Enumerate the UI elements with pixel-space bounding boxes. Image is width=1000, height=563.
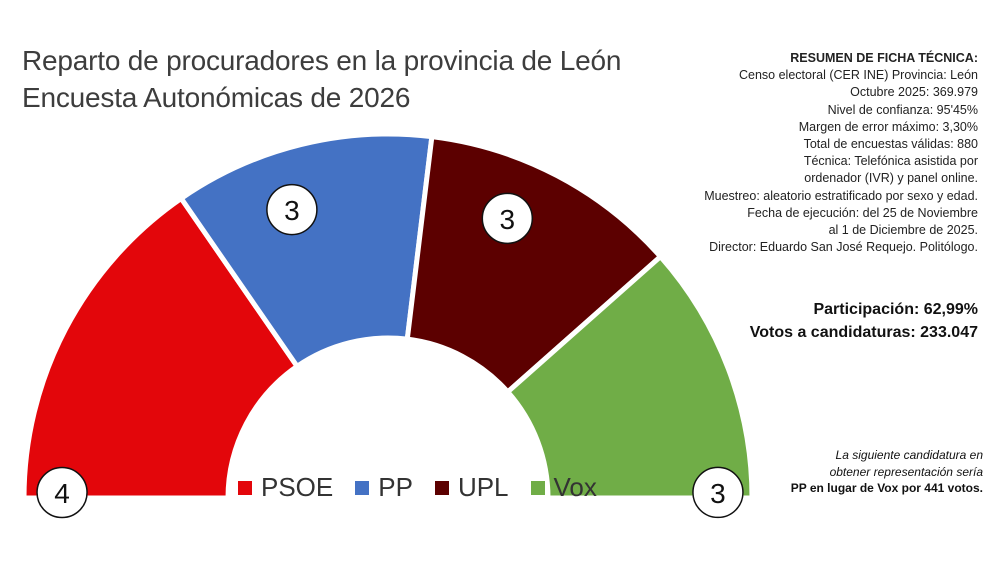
technical-sheet-line: Margen de error máximo: 3,30% bbox=[798, 119, 978, 134]
participation-text: Participación: 62,99% bbox=[813, 301, 978, 318]
technical-sheet-line: Censo electoral (CER INE) Provincia: Leó… bbox=[739, 68, 978, 83]
legend-label: UPL bbox=[457, 472, 509, 502]
legend-label: Vox bbox=[553, 472, 597, 502]
legend-swatch bbox=[355, 480, 370, 495]
seat-badge-pp: 3 bbox=[266, 183, 318, 236]
legend-swatch bbox=[530, 480, 545, 495]
technical-sheet-line: ordenador (IVR) y panel online. bbox=[804, 171, 978, 186]
chart-subtitle: Encuesta Autonómicas de 2026 bbox=[22, 82, 411, 113]
seat-segment-psoe bbox=[21, 194, 301, 501]
legend-item-pp: PP bbox=[355, 472, 413, 503]
seat-badge-vox: 3 bbox=[692, 466, 744, 519]
totals-block: Participación: 62,99% Votos a candidatur… bbox=[750, 298, 978, 344]
next-seat-note-line3: PP en lugar de Vox por 441 votos. bbox=[790, 481, 983, 495]
seat-count-label: 3 bbox=[284, 195, 300, 226]
seat-badge-upl: 3 bbox=[481, 192, 534, 245]
chart-legend: PSOE PP UPL Vox bbox=[238, 472, 597, 503]
technical-sheet-line: al 1 de Diciembre de 2025. bbox=[828, 223, 978, 238]
seat-count-label: 4 bbox=[54, 478, 70, 509]
next-seat-note-line1: La siguiente candidatura en bbox=[835, 448, 983, 462]
seat-badge-psoe: 4 bbox=[36, 466, 88, 519]
legend-item-upl: UPL bbox=[434, 472, 509, 503]
technical-sheet: RESUMEN DE FICHA TÉCNICA: Censo electora… bbox=[658, 50, 978, 256]
legend-swatch bbox=[434, 480, 449, 495]
next-seat-note-line2: obtener representación sería bbox=[829, 464, 983, 479]
seat-badge-circle bbox=[481, 192, 534, 245]
seat-segment-upl bbox=[404, 133, 664, 396]
legend-item-psoe: PSOE bbox=[238, 472, 333, 503]
legend-swatch bbox=[238, 480, 252, 495]
seat-count-label: 3 bbox=[710, 478, 726, 509]
seat-count-label: 3 bbox=[500, 204, 516, 235]
legend-label: PSOE bbox=[261, 472, 334, 502]
technical-sheet-line: Director: Eduardo San José Requejo. Poli… bbox=[709, 240, 978, 255]
legend-item-vox: Vox bbox=[530, 472, 597, 503]
technical-sheet-line: Muestreo: aleatorio estratificado por se… bbox=[704, 188, 978, 203]
legend-label: PP bbox=[378, 472, 413, 502]
technical-sheet-line: Octubre 2025: 369.979 bbox=[850, 85, 978, 100]
technical-sheet-line: Fecha de ejecución: del 25 de Noviembre bbox=[747, 205, 978, 220]
chart-title-line1: Reparto de procuradores en la provincia … bbox=[22, 45, 622, 76]
technical-sheet-line: Nivel de confianza: 95'45% bbox=[827, 102, 978, 117]
chart-title: Reparto de procuradores en la provincia … bbox=[22, 42, 621, 116]
technical-sheet-line: Total de encuestas válidas: 880 bbox=[803, 137, 978, 152]
seat-badge-circle bbox=[36, 466, 88, 519]
technical-sheet-heading: RESUMEN DE FICHA TÉCNICA: bbox=[790, 51, 978, 65]
next-seat-note: La siguiente candidatura en obtener repr… bbox=[743, 447, 983, 497]
votes-text: Votos a candidaturas: 233.047 bbox=[749, 324, 978, 341]
seat-badge-circle bbox=[266, 183, 318, 236]
technical-sheet-line: Técnica: Telefónica asistida por bbox=[803, 154, 978, 169]
seat-segment-pp bbox=[177, 131, 435, 370]
seat-segment-vox bbox=[504, 253, 755, 501]
seat-badge-circle bbox=[692, 466, 744, 519]
